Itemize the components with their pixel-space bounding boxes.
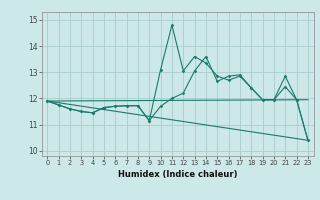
X-axis label: Humidex (Indice chaleur): Humidex (Indice chaleur) — [118, 170, 237, 179]
